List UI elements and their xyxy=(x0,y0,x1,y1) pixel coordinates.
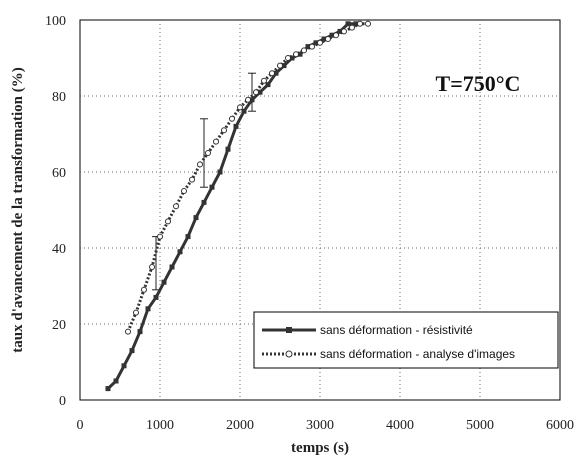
x-tick-label: 2000 xyxy=(226,418,254,433)
data-point xyxy=(209,184,215,190)
x-tick-label: 5000 xyxy=(466,418,494,433)
data-point xyxy=(345,21,351,27)
data-point xyxy=(205,150,211,156)
legend-marker-resistivite xyxy=(286,327,292,333)
data-point xyxy=(353,21,359,27)
data-point xyxy=(289,55,295,61)
data-point xyxy=(145,306,151,312)
legend-label-analyse: sans déformation - analyse d'images xyxy=(320,347,515,361)
series-layer xyxy=(105,20,371,392)
y-tick-label: 100 xyxy=(45,14,66,29)
data-point xyxy=(245,96,251,103)
data-point xyxy=(293,51,299,58)
y-axis-title: taux d'avancement de la transformation (… xyxy=(10,67,26,352)
data-point xyxy=(225,146,231,152)
error-bars xyxy=(152,72,256,291)
y-tick-label: 20 xyxy=(52,318,66,333)
x-axis-title: temps (s) xyxy=(291,440,349,456)
x-tick-label: 4000 xyxy=(386,418,414,433)
data-point xyxy=(105,386,111,392)
legend-box xyxy=(253,311,559,369)
data-point xyxy=(329,32,335,38)
data-point xyxy=(229,115,235,122)
x-tick-label: 0 xyxy=(77,418,84,433)
x-tick-label: 1000 xyxy=(146,418,174,433)
data-point xyxy=(197,161,203,168)
data-point xyxy=(157,233,163,240)
data-point xyxy=(309,43,315,50)
data-point xyxy=(269,70,275,77)
data-point xyxy=(341,28,347,35)
data-point xyxy=(317,39,323,46)
x-tick-label: 3000 xyxy=(306,418,334,433)
data-point xyxy=(213,138,219,145)
data-point xyxy=(129,348,135,354)
data-point xyxy=(173,203,179,210)
data-point xyxy=(141,286,147,293)
data-point xyxy=(273,70,279,76)
data-point xyxy=(181,188,187,194)
y-tick-label: 40 xyxy=(52,242,66,257)
data-point xyxy=(261,77,267,84)
temperature-annotation: T=750°C xyxy=(436,71,521,96)
series-1 xyxy=(125,20,371,335)
data-point xyxy=(233,123,239,129)
data-point xyxy=(133,309,139,316)
data-point xyxy=(305,44,311,50)
y-tick-label: 60 xyxy=(52,166,66,181)
data-point xyxy=(193,215,199,221)
data-point xyxy=(321,36,327,42)
data-point xyxy=(169,264,175,270)
data-point xyxy=(221,127,227,134)
data-point xyxy=(265,82,271,88)
x-tick-label: 6000 xyxy=(546,418,574,433)
data-point xyxy=(165,218,171,225)
data-point xyxy=(257,89,263,95)
data-point xyxy=(137,329,143,335)
y-tick-label: 80 xyxy=(52,90,66,105)
data-point xyxy=(281,63,287,69)
data-point xyxy=(153,294,159,300)
data-point xyxy=(301,47,307,54)
data-point xyxy=(189,176,195,183)
y-tick-labels: 0 20 40 60 80 100 xyxy=(45,14,66,409)
data-point xyxy=(113,378,119,384)
data-point xyxy=(277,62,283,69)
data-point xyxy=(185,234,191,240)
data-point xyxy=(333,32,339,39)
data-point xyxy=(241,108,247,114)
y-tick-label: 0 xyxy=(59,394,66,409)
data-point xyxy=(253,89,259,96)
data-point xyxy=(201,199,207,205)
data-point xyxy=(285,55,291,61)
data-point xyxy=(161,279,167,285)
x-tick-labels: 0 1000 2000 3000 4000 5000 6000 xyxy=(77,418,575,433)
data-point xyxy=(325,36,331,42)
data-point xyxy=(337,28,343,34)
error-bar xyxy=(200,118,208,188)
data-point xyxy=(217,169,223,175)
data-point xyxy=(237,104,243,111)
data-point xyxy=(121,363,127,369)
data-point xyxy=(149,264,155,270)
data-point xyxy=(349,24,355,31)
legend-marker-analyse xyxy=(285,350,293,358)
error-bar xyxy=(248,72,256,112)
legend: sans déformation - résistivité sans défo… xyxy=(253,311,559,369)
data-point xyxy=(125,328,131,335)
data-point xyxy=(297,51,303,57)
data-point xyxy=(357,20,363,27)
data-point xyxy=(313,40,319,46)
data-point xyxy=(249,97,255,103)
legend-label-resistivite: sans déformation - résistivité xyxy=(320,323,473,337)
series-0 xyxy=(105,21,359,392)
data-point xyxy=(365,20,371,27)
data-point xyxy=(177,249,183,255)
